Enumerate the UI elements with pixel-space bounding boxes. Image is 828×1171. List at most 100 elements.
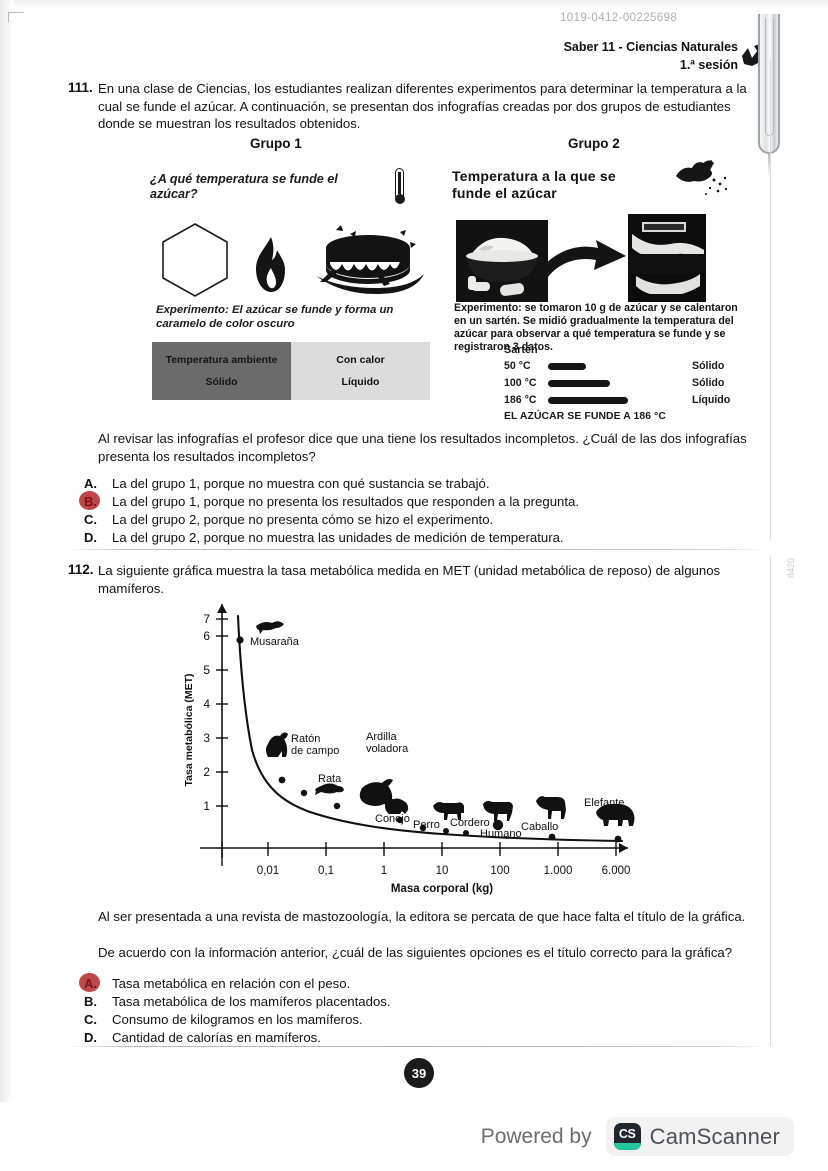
- caramel-pan-icon: [316, 225, 424, 294]
- camscanner-footer: Powered by CS CamScanner: [0, 1102, 828, 1171]
- xtick-2: 1: [381, 865, 387, 877]
- xtick-3: 10: [436, 865, 449, 877]
- xtick-6: 6.000: [602, 865, 631, 877]
- thermometer-icon: [393, 168, 406, 208]
- option-111-c[interactable]: C. La del grupo 2, porque no presenta có…: [70, 512, 579, 530]
- option-letter: C.: [84, 512, 97, 527]
- point-raton: [278, 776, 286, 784]
- xtick-5: 1.000: [544, 865, 573, 877]
- option-letter: A.: [84, 476, 97, 491]
- group-2-bar-3: [548, 396, 628, 404]
- group-1-experiment-text: Experimento: El azúcar se funde y forma …: [156, 304, 394, 330]
- option-text: Consumo de kilogramos en los mamíferos.: [112, 1012, 363, 1027]
- option-text: La del grupo 1, porque no presenta los r…: [112, 494, 580, 509]
- option-text: Cantidad de calorías en mamíferos.: [112, 1030, 321, 1045]
- chart-xlabel: Masa corporal (kg): [391, 883, 493, 895]
- question-111-stem: En una clase de Ciencias, los estudiante…: [98, 81, 747, 132]
- group-2-temp-2: 100 °C: [504, 377, 537, 389]
- exam-header: Saber 11 - Ciencias Naturales 1.ª sesión: [564, 38, 738, 74]
- label-ardilla-1: Ardilla: [366, 731, 397, 743]
- group-2-temp-1: 50 °C: [504, 360, 531, 372]
- scan-edge-top: [0, 0, 828, 8]
- group-1-condition-2: Con calor: [336, 354, 385, 366]
- horse-icon: [536, 796, 566, 819]
- footer-divider: [68, 1046, 768, 1047]
- group-2-bar-2: [548, 379, 610, 387]
- group-2-title: Temperatura a la que se funde el azúcar: [452, 168, 616, 201]
- option-text: Tasa metabólica de los mamíferos placent…: [112, 994, 391, 1009]
- label-ardilla-2: voladora: [366, 743, 409, 755]
- point-caballo: [548, 833, 556, 841]
- option-111-b[interactable]: B. La del grupo 1, porque no presenta lo…: [70, 491, 580, 512]
- point-ardilla: [396, 816, 404, 824]
- chart-ylabel: Tasa metabólica (MET): [183, 674, 195, 787]
- point-cordero: [463, 830, 469, 836]
- option-112-b[interactable]: B. Tasa metabólica de los mamíferos plac…: [70, 994, 391, 1012]
- option-letter: C.: [84, 1012, 97, 1027]
- elephant-icon: [596, 803, 635, 826]
- mouse-icon: [266, 732, 288, 757]
- option-text: La del grupo 2, porque no muestra las un…: [112, 530, 564, 545]
- ytick-3: 3: [203, 731, 210, 745]
- group-2-legend: Sartén 50 °C Sólido 100 °C Sólido 186 °C…: [504, 344, 754, 422]
- exam-title: Saber 11 - Ciencias Naturales: [563, 40, 738, 54]
- label-cordero: Cordero: [450, 817, 490, 829]
- ytick-5: 5: [203, 663, 210, 677]
- label-raton-1: Ratón: [291, 733, 320, 745]
- group-1-label: Grupo 1: [250, 136, 302, 151]
- flame-icon: [256, 237, 285, 292]
- option-112-d[interactable]: D. Cantidad de calorías en mamíferos.: [70, 1030, 391, 1048]
- xtick-1: 0,1: [318, 865, 334, 877]
- option-letter: A.: [70, 973, 112, 992]
- group-2-legend-header: Sartén: [504, 344, 538, 356]
- ytick-1: 1: [203, 799, 210, 813]
- question-112-options[interactable]: A. Tasa metabólica en relación con el pe…: [70, 973, 391, 1048]
- group-1-state-2: Líquido: [341, 376, 380, 388]
- group-1-question: ¿A qué temperatura se funde el azúcar?: [150, 172, 338, 202]
- data-points: [236, 636, 622, 843]
- page-frame-line: [770, 60, 771, 540]
- sugar-bowl-photo: [456, 220, 548, 302]
- group-2-infographic: Temperatura a la que se funde el azúcar: [452, 160, 752, 422]
- label-humano: Humano: [480, 828, 522, 840]
- label-caballo: Caballo: [521, 821, 558, 833]
- option-text: La del grupo 1, porque no muestra con qu…: [112, 476, 490, 491]
- page-frame-line: [770, 556, 771, 1046]
- ytick-4: 4: [203, 697, 210, 711]
- camscanner-logo-text: CS: [618, 1127, 636, 1141]
- ytick-2: 2: [203, 765, 210, 779]
- hexagon-shape-icon: [160, 222, 230, 298]
- arrow-right-icon: [536, 240, 626, 280]
- point-humano: [492, 819, 504, 831]
- group-2-bar-1: [548, 362, 586, 370]
- question-112-number: 112.: [68, 562, 94, 577]
- rabbit-icon: [385, 792, 409, 814]
- option-letter: B.: [84, 994, 97, 1009]
- group-2-experiment-text: Experimento: se tomaron 10 g de azúcar y…: [454, 302, 738, 353]
- question-111-number: 111.: [68, 80, 93, 95]
- melted-sugar-pan-photo: [628, 214, 706, 302]
- question-111-options[interactable]: A. La del grupo 1, porque no muestra con…: [70, 476, 579, 548]
- group-2-photo-row: [456, 214, 706, 302]
- camscanner-brand-name: CamScanner: [649, 1123, 780, 1149]
- label-musarana: Musaraña: [250, 636, 300, 648]
- option-111-a[interactable]: A. La del grupo 1, porque no muestra con…: [70, 476, 579, 494]
- question-112-prompt-2: De acuerdo con la información anterior, …: [98, 945, 733, 960]
- question-111-prompt: Al revisar las infografías el profesor d…: [98, 431, 747, 464]
- group-2-conclusion: EL AZÚCAR SE FUNDE A 186 °C: [504, 411, 666, 422]
- label-conejo: Conejo: [375, 813, 410, 825]
- point-perro: [443, 828, 449, 834]
- option-112-a[interactable]: A. Tasa metabólica en relación con el pe…: [70, 973, 391, 994]
- option-112-c[interactable]: C. Consumo de kilogramos en los mamífero…: [70, 1012, 391, 1030]
- corner-crop-mark: [8, 12, 24, 22]
- label-perro: Perro: [413, 819, 440, 831]
- group-1-cell-ambient: Temperatura ambiente Sólido: [152, 342, 291, 400]
- rat-icon: [315, 783, 344, 795]
- group-1-state-1: Sólido: [205, 376, 238, 388]
- section-divider: [68, 549, 768, 550]
- group-1-infographic: ¿A qué temperatura se funde el azúcar?: [150, 168, 430, 400]
- margin-note: 8420: [786, 557, 796, 578]
- option-111-d[interactable]: D. La del grupo 2, porque no muestra las…: [70, 530, 579, 548]
- group-2-label: Grupo 2: [568, 136, 620, 151]
- group-2-legend-row: 100 °C Sólido: [504, 376, 754, 390]
